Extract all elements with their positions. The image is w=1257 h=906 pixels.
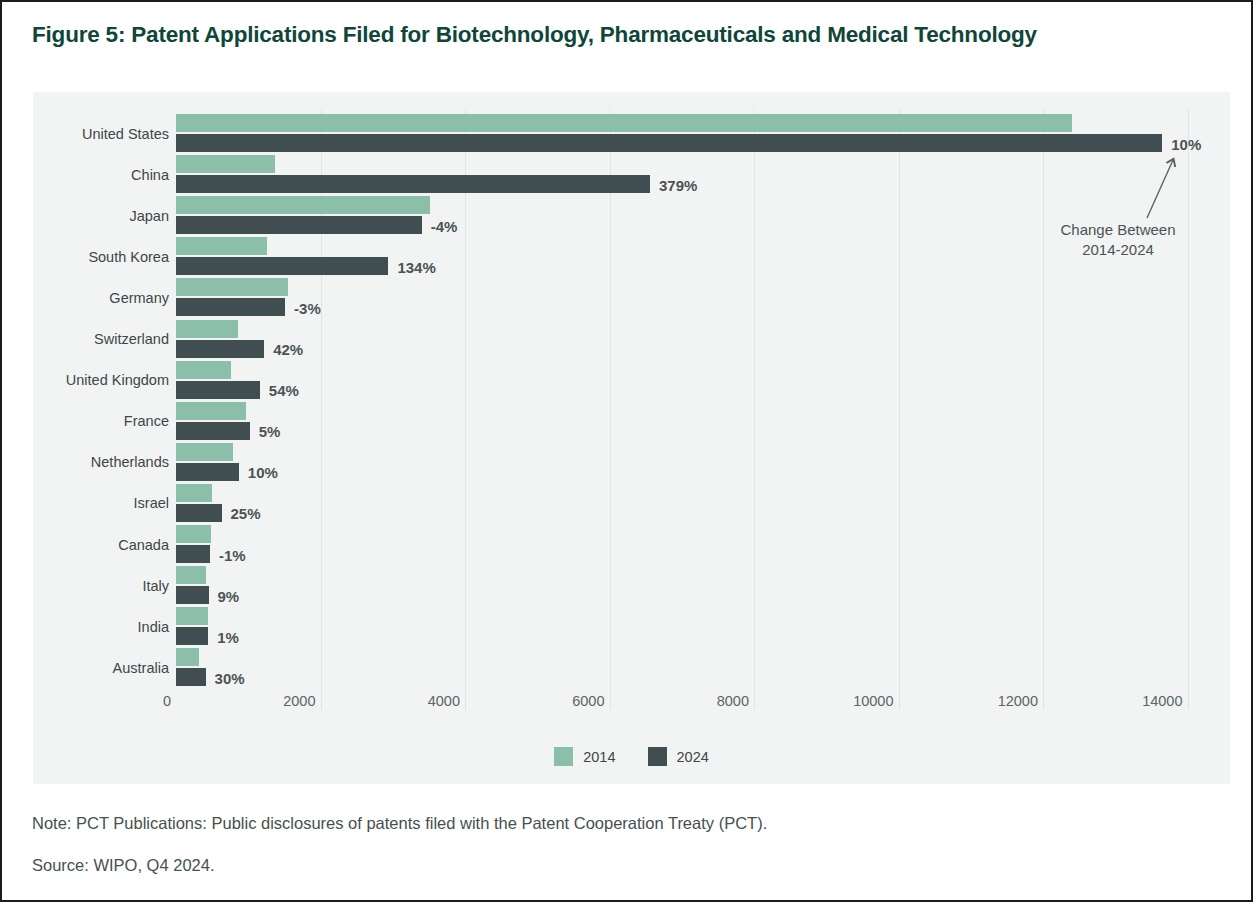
change-label-india: 1% xyxy=(217,628,239,645)
category-label-france: France xyxy=(33,413,169,429)
bar-2024-australia xyxy=(176,668,206,686)
change-label-japan: -4% xyxy=(431,217,458,234)
legend-swatch-2014 xyxy=(554,747,573,766)
bar-2014-south-korea xyxy=(176,237,267,255)
bar-2024-italy xyxy=(176,586,209,604)
figure-container: Figure 5: Patent Applications Filed for … xyxy=(0,0,1253,902)
legend-label-2024: 2024 xyxy=(677,749,709,765)
gridline-8000 xyxy=(754,110,755,710)
bar-2014-united-states xyxy=(176,114,1072,132)
bar-2024-japan xyxy=(176,216,422,234)
category-label-germany: Germany xyxy=(33,290,169,306)
category-label-united-states: United States xyxy=(33,126,169,142)
bar-2014-netherlands xyxy=(176,443,233,461)
x-tick-12000: 12000 xyxy=(968,693,1038,709)
change-annotation: Change Between 2014-2024 xyxy=(1018,220,1218,260)
change-label-netherlands: 10% xyxy=(248,464,278,481)
category-label-italy: Italy xyxy=(33,578,169,594)
bar-2024-switzerland xyxy=(176,340,264,358)
category-label-china: China xyxy=(33,167,169,183)
x-tick-4000: 4000 xyxy=(390,693,460,709)
change-annotation-line1: Change Between xyxy=(1018,220,1218,240)
category-label-australia: Australia xyxy=(33,660,169,676)
bar-2014-switzerland xyxy=(176,320,238,338)
category-label-india: India xyxy=(33,619,169,635)
category-label-canada: Canada xyxy=(33,537,169,553)
bar-2014-china xyxy=(176,155,275,173)
bar-2014-israel xyxy=(176,484,212,502)
bar-2014-australia xyxy=(176,648,199,666)
chart-legend: 2014 2024 xyxy=(33,747,1230,766)
x-tick-8000: 8000 xyxy=(679,693,749,709)
legend-swatch-2024 xyxy=(648,747,667,766)
gridline-4000 xyxy=(465,110,466,710)
x-tick-14000: 14000 xyxy=(1113,693,1183,709)
gridline-6000 xyxy=(610,110,611,710)
chart-panel: United States 10% China 379% Japan -4% South K… xyxy=(33,92,1230,784)
category-label-israel: Israel xyxy=(33,495,169,511)
bar-2024-india xyxy=(176,627,208,645)
change-label-germany: -3% xyxy=(294,299,321,316)
change-label-australia: 30% xyxy=(215,669,245,686)
bar-2024-france xyxy=(176,422,250,440)
change-label-italy: 9% xyxy=(218,587,240,604)
bar-2024-germany xyxy=(176,298,285,316)
bar-2024-china xyxy=(176,175,650,193)
bar-2014-italy xyxy=(176,566,206,584)
figure-note: Note: PCT Publications: Public disclosur… xyxy=(32,814,767,833)
bar-2014-canada xyxy=(176,525,211,543)
change-annotation-line2: 2014-2024 xyxy=(1018,240,1218,260)
change-label-south-korea: 134% xyxy=(397,258,435,275)
legend-label-2014: 2014 xyxy=(583,749,615,765)
bar-2024-canada xyxy=(176,545,210,563)
change-label-united-kingdom: 54% xyxy=(269,382,299,399)
x-tick-2000: 2000 xyxy=(246,693,316,709)
figure-title: Figure 5: Patent Applications Filed for … xyxy=(32,22,1037,48)
bar-2024-south-korea xyxy=(176,257,388,275)
category-label-south-korea: South Korea xyxy=(33,249,169,265)
legend-item-2024: 2024 xyxy=(648,747,709,766)
bar-2024-united-kingdom xyxy=(176,381,260,399)
annotation-arrow-icon xyxy=(1136,150,1188,224)
legend-item-2014: 2014 xyxy=(554,747,615,766)
bar-2024-netherlands xyxy=(176,463,239,481)
change-label-israel: 25% xyxy=(231,505,261,522)
bar-2024-united-states xyxy=(176,134,1162,152)
category-label-netherlands: Netherlands xyxy=(33,454,169,470)
change-label-china: 379% xyxy=(659,176,697,193)
change-label-switzerland: 42% xyxy=(273,341,303,358)
gridline-12000 xyxy=(1043,110,1044,710)
change-label-france: 5% xyxy=(259,423,281,440)
figure-source: Source: WIPO, Q4 2024. xyxy=(32,856,215,875)
change-label-canada: -1% xyxy=(219,546,246,563)
bar-2014-india xyxy=(176,607,208,625)
bar-2014-france xyxy=(176,402,246,420)
bar-2014-united-kingdom xyxy=(176,361,231,379)
x-tick-10000: 10000 xyxy=(824,693,894,709)
category-label-united-kingdom: United Kingdom xyxy=(33,372,169,388)
category-label-switzerland: Switzerland xyxy=(33,331,169,347)
x-tick-0: 0 xyxy=(101,693,171,709)
category-label-japan: Japan xyxy=(33,208,169,224)
gridline-10000 xyxy=(899,110,900,710)
x-tick-6000: 6000 xyxy=(535,693,605,709)
bar-2024-israel xyxy=(176,504,222,522)
bar-2014-germany xyxy=(176,278,288,296)
bar-2014-japan xyxy=(176,196,430,214)
